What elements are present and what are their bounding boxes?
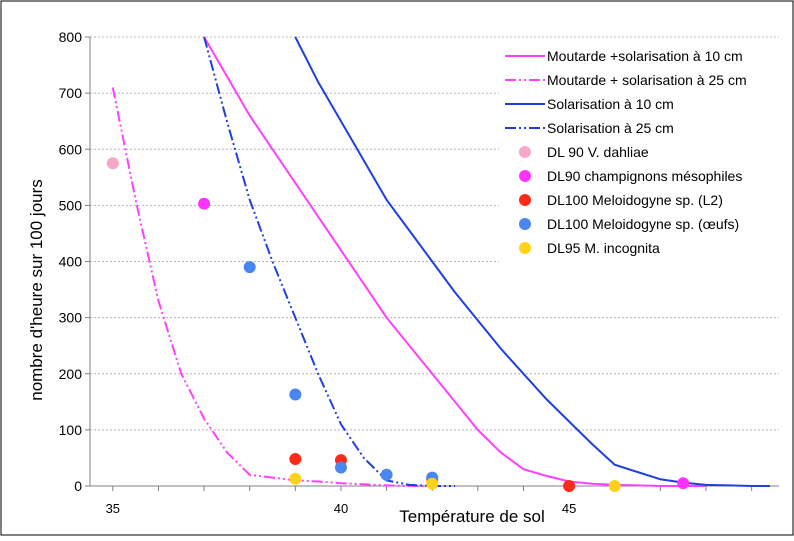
grid-lines [90,36,779,431]
series-8-point [426,477,439,490]
legend-label: DL90 champignons mésophiles [547,168,742,184]
series-8-point [608,480,621,492]
legend-label: DL100 Meloidogyne sp. (L2) [547,192,723,208]
legend-label: Solarisation à 25 cm [547,120,674,136]
y-tick-label: 500 [59,197,83,213]
legend-swatch [519,242,531,254]
x-tick-label: 45 [562,501,576,516]
series-5-point [677,477,690,490]
series-line-2 [294,36,770,487]
series-line-3 [203,36,455,487]
legend-label: DL100 Meloidogyne sp. (œufs) [547,216,739,232]
legend-label: Moutarde +solarisation à 10 cm [547,48,743,64]
legend-label: Moutarde + solarisation à 25 cm [547,72,747,88]
y-tick-label: 600 [59,141,83,157]
points [106,157,690,492]
legend-label: DL 90 V. dahliae [547,144,649,160]
y-tick-label: 300 [59,310,83,326]
series-7-point [289,388,302,401]
legend-label: Solarisation à 10 cm [547,96,674,112]
x-tick-label: 35 [106,501,120,516]
y-axis-label: nombre d'heure sur 100 jours [27,179,46,401]
series-6-point [289,453,302,466]
legend-label: DL95 M. incognita [547,240,660,256]
y-tick-label: 700 [59,85,83,101]
legend: Moutarde +solarisation à 10 cm Moutarde +… [499,41,782,299]
series-line-0 [203,36,706,487]
series-6-point [563,480,576,492]
y-tick-labels: 0 100 200 300 400 500 600 700 800 [59,29,90,494]
series-4-point [106,157,119,170]
legend-box [499,41,782,299]
series-8-point [289,472,302,485]
legend-swatch [519,194,531,206]
series-7-point [380,468,393,481]
y-tick-label: 100 [59,422,83,438]
y-tick-label: 200 [59,366,83,382]
x-tick-label: 40 [334,501,348,516]
legend-swatch [519,218,531,230]
y-tick-label: 0 [74,478,82,494]
y-tick-label: 800 [59,29,83,45]
series-5-point [198,197,211,210]
legend-swatch [519,146,531,158]
series-7-point [243,261,256,274]
legend-swatch [519,170,531,182]
series-line-1 [111,87,433,487]
series [111,36,770,487]
series-7-point [334,461,347,474]
y-tick-label: 400 [59,254,83,270]
x-axis-label: Température de sol [399,507,545,526]
